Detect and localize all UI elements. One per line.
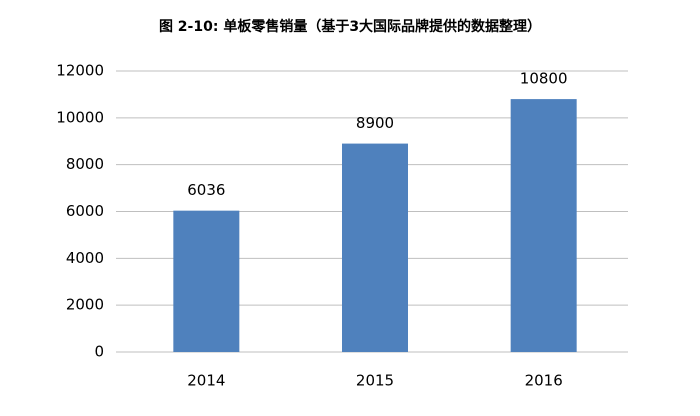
data-label: 8900 — [356, 114, 394, 132]
y-tick-label: 12000 — [56, 62, 104, 80]
y-tick-label: 10000 — [56, 108, 104, 126]
chart-title: 图 2-10: 单板零售销量（基于3大国际品牌提供的数据整理） — [159, 18, 541, 35]
y-tick-label: 2000 — [66, 296, 104, 314]
bar — [510, 99, 577, 352]
data-label: 10800 — [520, 70, 568, 88]
data-label: 6036 — [187, 181, 225, 199]
x-tick-label: 2015 — [356, 372, 394, 390]
y-tick-label: 6000 — [66, 202, 104, 220]
y-tick-label: 8000 — [66, 155, 104, 173]
y-tick-label: 4000 — [66, 249, 104, 267]
bar — [173, 210, 240, 352]
x-tick-label: 2016 — [525, 372, 563, 390]
y-tick-label: 0 — [94, 343, 104, 361]
bar — [342, 143, 408, 352]
x-tick-label: 2014 — [187, 372, 225, 390]
